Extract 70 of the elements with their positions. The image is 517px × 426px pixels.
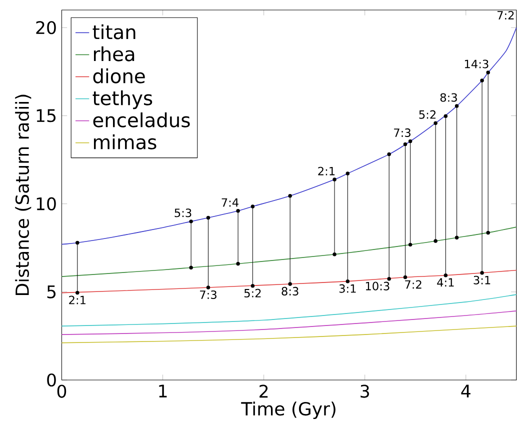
point (250, 284, 255, 288)
y-tick-label: 10 (36, 197, 56, 210)
point (434, 239, 438, 243)
point (346, 279, 350, 284)
point (408, 139, 412, 144)
annotation: 3:1 (474, 276, 490, 284)
annotation: 7:2 (405, 280, 422, 289)
y-axis-title: Distance (Saturn radii) (15, 94, 32, 295)
annotation: 4:1 (437, 278, 454, 287)
point (332, 252, 336, 256)
y-tick-label: 0 (47, 373, 56, 387)
point (76, 240, 80, 245)
point (480, 78, 484, 82)
x-tick-label: 4 (461, 384, 470, 398)
annotation: 5:2 (419, 110, 436, 119)
line-series (61, 310, 517, 335)
annotation: 5:3 (174, 208, 192, 218)
point (332, 178, 336, 182)
point (486, 70, 490, 74)
y-tick-label: 20 (36, 21, 56, 34)
point (480, 271, 484, 275)
point (486, 230, 490, 235)
line-series (61, 226, 517, 277)
point (236, 262, 240, 266)
legend-label: dione (93, 68, 145, 84)
point (387, 152, 391, 156)
point (250, 204, 255, 208)
point (206, 216, 210, 220)
annotation: 5:2 (244, 288, 261, 298)
annotation: 2:1 (69, 296, 86, 304)
annotation: 10:3 (366, 282, 390, 290)
point (387, 276, 391, 281)
annotation: 2:1 (318, 166, 335, 176)
point (403, 275, 408, 280)
point (444, 273, 448, 278)
x-axis-title: Time (Gyr) (241, 402, 336, 420)
annotation: 7:3 (200, 290, 216, 300)
point (189, 266, 193, 270)
y-tick-label: 15 (36, 109, 56, 122)
point (408, 242, 412, 247)
legend-label: tethys (92, 90, 152, 110)
point (454, 236, 459, 240)
legend-label: mimas (94, 134, 156, 150)
annotation: 7:4 (222, 198, 238, 207)
legend-label: rhea (94, 46, 134, 62)
annotation: 14:3 (464, 60, 488, 68)
annotation: 3:1 (339, 284, 356, 293)
point (444, 114, 448, 118)
x-tick-label: 2 (260, 384, 268, 398)
point (206, 286, 210, 290)
point (434, 121, 438, 125)
point (189, 220, 193, 224)
annotation: 7:3 (394, 128, 410, 137)
point (76, 290, 80, 295)
annotation: 8:3 (440, 93, 457, 102)
annotation: 8:3 (282, 286, 298, 296)
legend-label: enceladus (93, 112, 190, 128)
point (288, 194, 292, 198)
annotation: 7:2 (497, 10, 514, 20)
y-tick-label: 5 (47, 285, 56, 298)
x-tick-label: 3 (360, 384, 369, 398)
line-series (61, 326, 517, 344)
point (454, 104, 459, 108)
point (236, 208, 240, 213)
x-tick-label: 1 (159, 384, 167, 398)
x-tick-label: 0 (57, 384, 66, 398)
legend-label: titan (92, 24, 136, 40)
point (346, 172, 350, 176)
point (403, 142, 408, 146)
point (288, 282, 292, 286)
